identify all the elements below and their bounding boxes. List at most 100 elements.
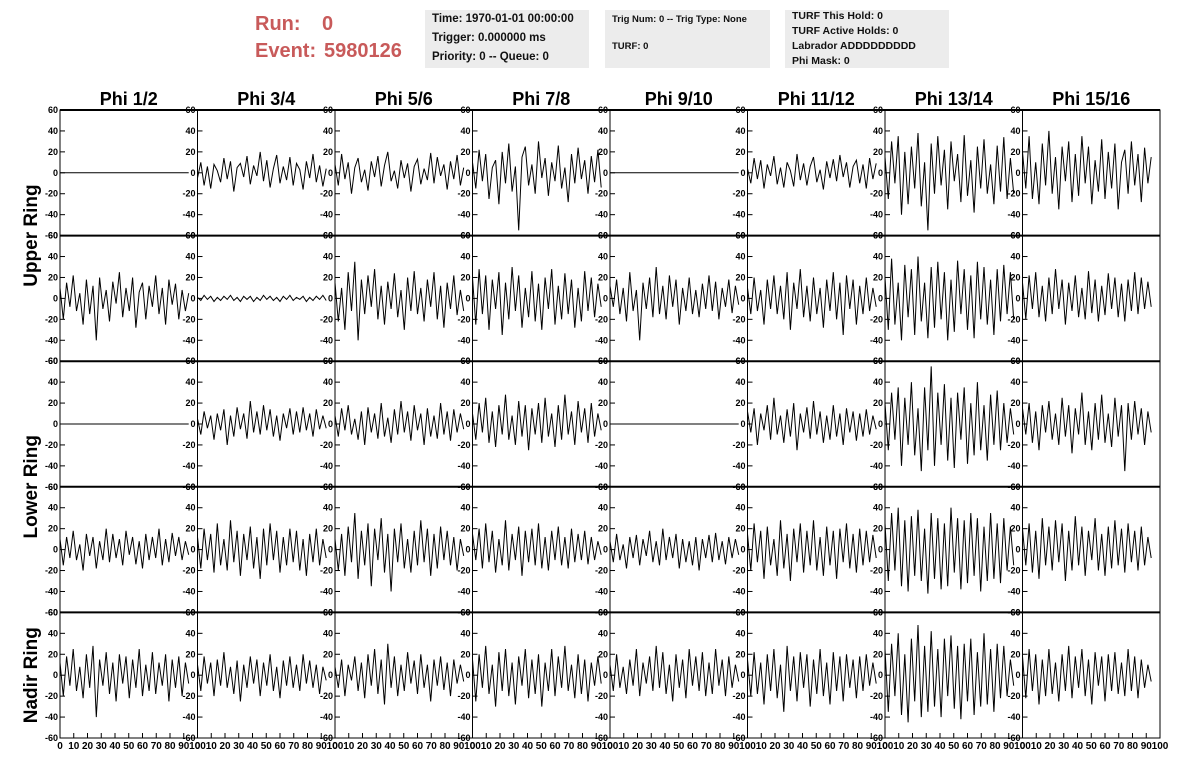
x-tick-label: 30 — [371, 741, 383, 752]
x-tick-label: 40 — [1072, 741, 1084, 752]
info-box — [785, 10, 949, 68]
waveform — [472, 266, 602, 336]
y-tick-label: 60 — [873, 356, 883, 366]
x-tick-label: 100 — [602, 741, 619, 752]
y-tick-label: -20 — [457, 691, 470, 701]
y-tick-label: -60 — [320, 733, 333, 743]
y-tick-label: 0 — [465, 419, 470, 429]
y-tick-label: 60 — [323, 105, 333, 115]
y-tick-label: -20 — [732, 440, 745, 450]
y-tick-label: -20 — [45, 691, 58, 701]
y-tick-label: 20 — [873, 147, 883, 157]
x-tick-label: 70 — [1113, 741, 1125, 752]
x-tick-label: 60 — [137, 741, 149, 752]
x-tick-label: 90 — [866, 741, 878, 752]
x-tick-label: 0 — [607, 741, 613, 752]
waveform — [884, 624, 1015, 723]
y-tick-label: 0 — [53, 168, 58, 178]
x-tick-label: 30 — [96, 741, 108, 752]
row-label: Lower Ring — [21, 435, 42, 538]
y-tick-label: -20 — [45, 314, 58, 324]
x-tick-label: 40 — [522, 741, 534, 752]
y-tick-label: -20 — [457, 189, 470, 199]
y-tick-label: 20 — [323, 398, 333, 408]
row-label: Upper Ring — [21, 184, 42, 286]
y-tick-label: 20 — [1010, 272, 1020, 282]
y-tick-label: 40 — [598, 628, 608, 638]
y-tick-label: 60 — [1010, 231, 1020, 241]
y-tick-label: 40 — [185, 377, 195, 387]
y-tick-label: -60 — [870, 733, 883, 743]
y-tick-label: 40 — [323, 503, 333, 513]
y-tick-label: -20 — [870, 691, 883, 701]
x-tick-label: 60 — [1099, 741, 1111, 752]
y-tick-label: -20 — [320, 691, 333, 701]
y-tick-label: 40 — [323, 126, 333, 136]
y-tick-label: -40 — [595, 335, 608, 345]
y-tick-label: 0 — [878, 545, 883, 555]
y-tick-label: -40 — [457, 712, 470, 722]
y-tick-label: 40 — [185, 252, 195, 262]
y-tick-label: 40 — [1010, 377, 1020, 387]
y-tick-label: 60 — [185, 482, 195, 492]
x-tick-label: 30 — [508, 741, 520, 752]
y-tick-label: -40 — [595, 712, 608, 722]
x-tick-label: 60 — [274, 741, 286, 752]
y-tick-label: 40 — [598, 126, 608, 136]
waveform — [334, 643, 465, 705]
y-tick-label: -40 — [182, 586, 195, 596]
y-tick-label: 60 — [460, 105, 470, 115]
info-line: TURF This Hold: 0 — [792, 10, 883, 22]
x-tick-label: 90 — [591, 741, 603, 752]
event-number: 5980126 — [324, 40, 402, 62]
y-tick-label: -20 — [182, 314, 195, 324]
y-tick-label: -40 — [732, 461, 745, 471]
y-tick-label: 0 — [328, 670, 333, 680]
waveform — [197, 400, 327, 445]
y-tick-label: 20 — [323, 272, 333, 282]
waveform — [1022, 516, 1152, 582]
x-tick-label: 0 — [195, 741, 201, 752]
y-tick-label: -60 — [45, 231, 58, 241]
y-tick-label: -40 — [732, 335, 745, 345]
y-tick-label: 20 — [1010, 398, 1020, 408]
y-tick-label: 60 — [323, 231, 333, 241]
waveform — [197, 652, 327, 702]
y-tick-label: 0 — [328, 545, 333, 555]
y-tick-label: 0 — [190, 545, 195, 555]
y-tick-label: -20 — [182, 691, 195, 701]
y-tick-label: -20 — [1007, 314, 1020, 324]
x-tick-label: 100 — [327, 741, 344, 752]
x-tick-label: 0 — [1020, 741, 1026, 752]
x-tick-label: 30 — [1058, 741, 1070, 752]
x-tick-label: 80 — [714, 741, 726, 752]
waveform — [472, 645, 602, 707]
y-tick-label: 20 — [460, 147, 470, 157]
x-tick-label: 50 — [811, 741, 823, 752]
y-tick-label: 0 — [878, 168, 883, 178]
x-tick-label: 0 — [57, 741, 63, 752]
y-tick-label: -40 — [595, 210, 608, 220]
column-header: Phi 9/10 — [645, 89, 713, 109]
y-tick-label: 60 — [873, 105, 883, 115]
y-tick-label: 60 — [1010, 482, 1020, 492]
x-tick-label: 20 — [82, 741, 94, 752]
waveform — [1022, 269, 1152, 325]
y-tick-label: 20 — [1010, 649, 1020, 659]
y-tick-label: 60 — [873, 482, 883, 492]
y-tick-label: -40 — [182, 210, 195, 220]
y-tick-label: 20 — [1010, 524, 1020, 534]
y-tick-label: 40 — [185, 126, 195, 136]
info-line: Labrador ADDDDDDDDD — [792, 40, 916, 52]
waveform — [334, 512, 465, 592]
x-tick-label: 50 — [398, 741, 410, 752]
y-tick-label: 0 — [603, 419, 608, 429]
info-line: TURF: 0 — [612, 41, 648, 52]
y-tick-label: 60 — [735, 607, 745, 617]
y-tick-label: 60 — [185, 607, 195, 617]
y-tick-label: 40 — [873, 503, 883, 513]
waveform — [609, 645, 740, 702]
waveform — [334, 151, 465, 194]
x-tick-label: 30 — [783, 741, 795, 752]
y-tick-label: 0 — [603, 545, 608, 555]
